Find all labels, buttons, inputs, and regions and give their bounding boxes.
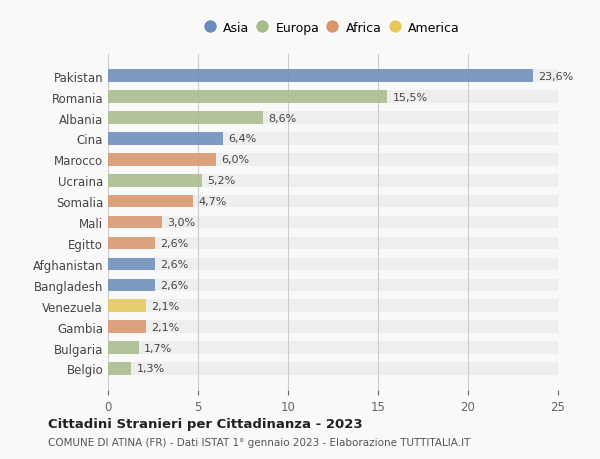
Text: 2,1%: 2,1% [151, 322, 179, 332]
Bar [108, 341, 139, 354]
Text: 2,6%: 2,6% [160, 239, 188, 248]
Bar [108, 363, 131, 375]
Text: 8,6%: 8,6% [268, 113, 296, 123]
Bar [108, 174, 558, 187]
Text: 5,2%: 5,2% [207, 176, 235, 186]
Bar [108, 321, 146, 333]
Bar [108, 70, 533, 83]
Bar [108, 112, 558, 124]
Text: 23,6%: 23,6% [538, 72, 574, 82]
Bar [108, 154, 216, 166]
Text: 1,3%: 1,3% [137, 364, 165, 374]
Text: 6,4%: 6,4% [229, 134, 257, 144]
Bar [108, 196, 558, 208]
Text: 2,6%: 2,6% [160, 259, 188, 269]
Text: 2,1%: 2,1% [151, 301, 179, 311]
Text: 4,7%: 4,7% [198, 197, 226, 207]
Text: 15,5%: 15,5% [392, 92, 428, 102]
Bar [108, 154, 558, 166]
Text: 6,0%: 6,0% [221, 155, 250, 165]
Text: 1,7%: 1,7% [144, 343, 172, 353]
Bar [108, 300, 146, 312]
Bar [108, 70, 558, 83]
Text: COMUNE DI ATINA (FR) - Dati ISTAT 1° gennaio 2023 - Elaborazione TUTTITALIA.IT: COMUNE DI ATINA (FR) - Dati ISTAT 1° gen… [48, 437, 470, 447]
Bar [108, 237, 155, 250]
Bar [108, 258, 155, 271]
Bar [108, 300, 558, 312]
Bar [108, 279, 558, 291]
Text: Cittadini Stranieri per Cittadinanza - 2023: Cittadini Stranieri per Cittadinanza - 2… [48, 417, 362, 430]
Bar [108, 279, 155, 291]
Legend: Asia, Europa, Africa, America: Asia, Europa, Africa, America [203, 18, 463, 38]
Bar [108, 174, 202, 187]
Bar [108, 341, 558, 354]
Bar [108, 91, 387, 104]
Text: 2,6%: 2,6% [160, 280, 188, 290]
Bar [108, 363, 558, 375]
Bar [108, 112, 263, 124]
Bar [108, 237, 558, 250]
Bar [108, 133, 558, 146]
Bar [108, 91, 558, 104]
Bar [108, 216, 162, 229]
Bar [108, 196, 193, 208]
Bar [108, 321, 558, 333]
Bar [108, 133, 223, 146]
Bar [108, 258, 558, 271]
Bar [108, 216, 558, 229]
Text: 3,0%: 3,0% [167, 218, 196, 228]
